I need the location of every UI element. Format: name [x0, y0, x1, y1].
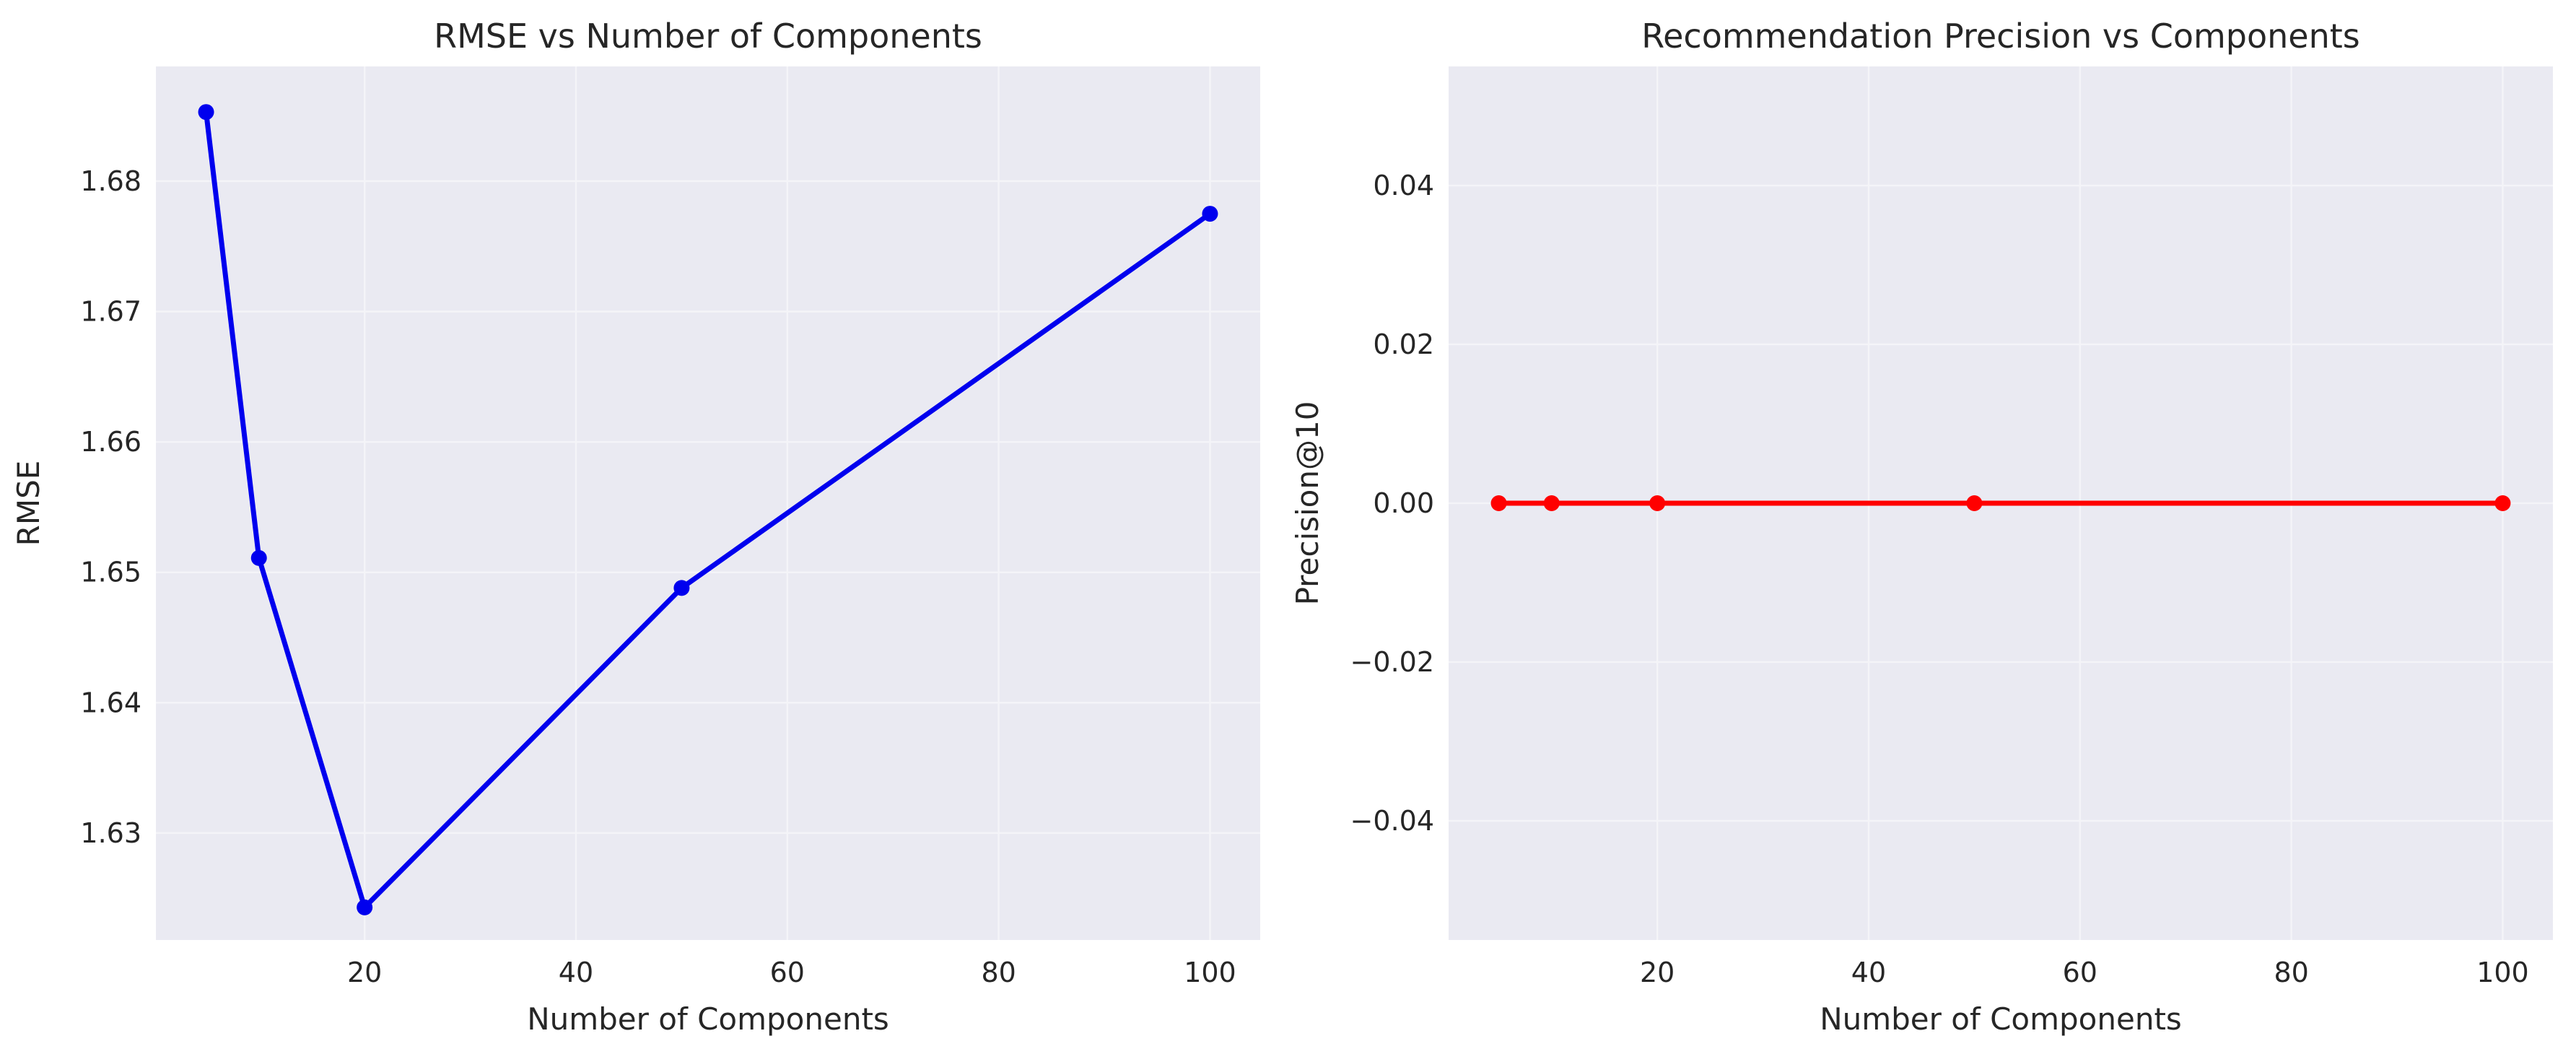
rmse-y-tick-label: 1.68: [80, 165, 141, 197]
precision-x-tick-label: 40: [1851, 957, 1886, 988]
rmse-x-tick-label: 60: [770, 957, 805, 988]
rmse-y-ticks: 1.63 1.64 1.65 1.66 1.67 1.68: [80, 165, 141, 849]
rmse-data-point: [198, 104, 214, 121]
precision-y-tick-label: −0.04: [1350, 805, 1434, 837]
rmse-chart-title: RMSE vs Number of Components: [434, 17, 982, 56]
rmse-y-tick-label: 1.63: [80, 817, 141, 849]
precision-y-axis-label: Precision@10: [1290, 401, 1325, 606]
precision-data-point: [1543, 495, 1560, 511]
precision-y-ticks: −0.04 −0.02 0.00 0.02 0.04: [1350, 170, 1434, 837]
rmse-y-axis-label: RMSE: [11, 461, 46, 547]
precision-chart-panel: 20 40 60 80 100 −0.04 −0.02 0.00 0.02 0.04 Recom…: [1290, 17, 2553, 1037]
rmse-data-point: [357, 899, 373, 915]
precision-y-tick-label: 0.02: [1373, 328, 1434, 360]
rmse-x-tick-label: 40: [559, 957, 593, 988]
rmse-y-tick-label: 1.67: [80, 296, 141, 328]
precision-x-tick-label: 80: [2274, 957, 2308, 988]
rmse-y-tick-label: 1.64: [80, 687, 141, 718]
precision-x-axis-label: Number of Components: [1820, 1001, 2182, 1037]
precision-chart-title: Recommendation Precision vs Components: [1641, 17, 2360, 56]
precision-data-point: [1966, 495, 1983, 511]
rmse-x-axis-label: Number of Components: [527, 1001, 889, 1037]
precision-x-tick-label: 20: [1640, 957, 1675, 988]
rmse-y-tick-label: 1.66: [80, 426, 141, 458]
precision-data-point: [1490, 495, 1507, 511]
rmse-data-point: [1202, 206, 1218, 222]
rmse-plot-area: [156, 66, 1260, 940]
precision-series-layer: [1490, 495, 2511, 511]
precision-x-tick-label: 60: [2063, 957, 2097, 988]
precision-data-point: [1649, 495, 1666, 511]
rmse-data-point: [673, 580, 690, 596]
rmse-data-point: [250, 549, 267, 566]
precision-y-tick-label: 0.00: [1373, 487, 1434, 519]
precision-x-tick-label: 100: [2476, 957, 2529, 988]
rmse-x-tick-label: 100: [1184, 957, 1236, 988]
rmse-x-ticks: 20 40 60 80 100: [347, 957, 1236, 988]
precision-x-ticks: 20 40 60 80 100: [1640, 957, 2529, 988]
rmse-x-tick-label: 20: [347, 957, 382, 988]
rmse-x-tick-label: 80: [981, 957, 1016, 988]
rmse-y-tick-label: 1.65: [80, 557, 141, 588]
precision-data-point: [2494, 495, 2511, 511]
precision-y-tick-label: −0.02: [1350, 646, 1434, 678]
rmse-series-layer: [198, 104, 1218, 915]
precision-y-tick-label: 0.04: [1373, 170, 1434, 201]
rmse-chart-panel: 20 40 60 80 100 1.63 1.64 1.65 1.66 1.67 1.68 RMS…: [11, 17, 1260, 1037]
